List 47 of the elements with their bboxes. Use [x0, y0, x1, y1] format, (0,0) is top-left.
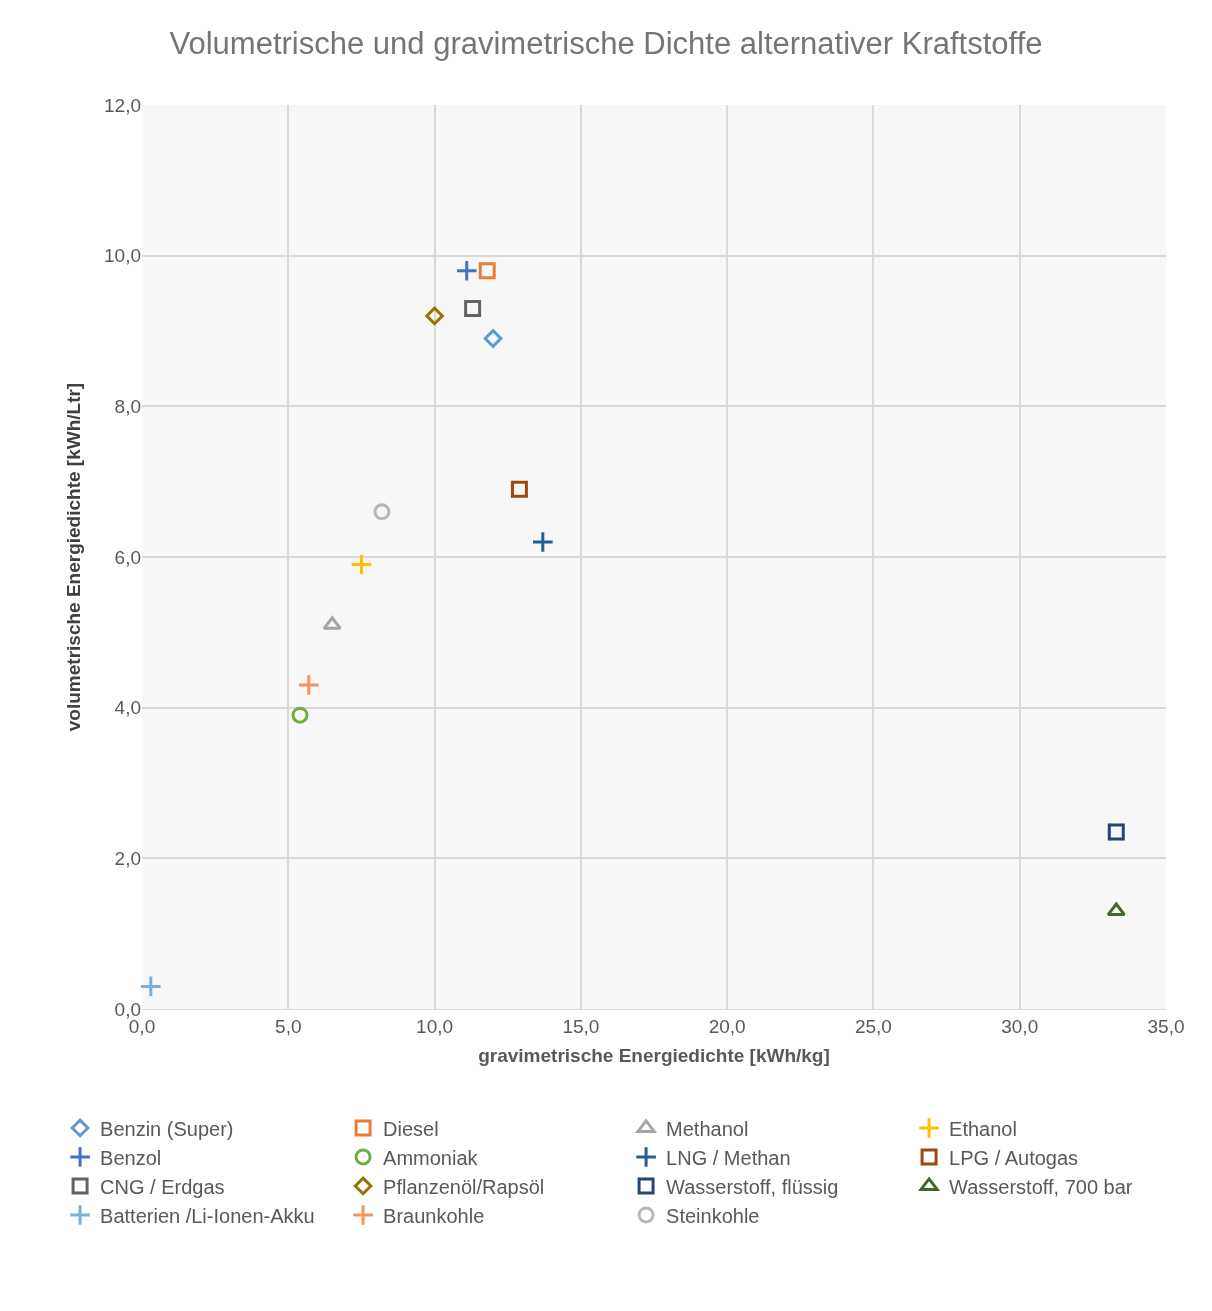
point	[350, 553, 373, 576]
point	[455, 259, 479, 283]
y-tick-label: 12,0	[104, 94, 141, 116]
point	[425, 306, 444, 326]
x-tick-label: 5,0	[275, 1015, 302, 1037]
chart-title: Volumetrische und gravimetrische Dichte alternativer Kraftstoffe	[169, 26, 1043, 62]
point	[478, 262, 496, 280]
legend-label: LPG / Autogas	[949, 1146, 1079, 1169]
x-tick-label: 25,0	[854, 1015, 892, 1037]
legend-label: Pflanzenöl/Rapsöl	[383, 1175, 545, 1198]
x-tick-label: 15,0	[562, 1015, 600, 1037]
legend-label: Steinkohle	[666, 1204, 760, 1227]
x-tick-label: 20,0	[708, 1015, 746, 1037]
legend-label: LNG / Methan	[666, 1146, 791, 1169]
point	[139, 975, 163, 998]
y-tick-label: 0,0	[114, 998, 141, 1020]
point	[1107, 823, 1125, 841]
legend-label: CNG / Erdgas	[100, 1175, 225, 1198]
legend-label: Wasserstoff, flüssig	[666, 1175, 839, 1198]
legend-label: Diesel	[383, 1117, 439, 1140]
legend-label: Methanol	[666, 1117, 749, 1140]
point	[510, 480, 528, 498]
y-axis-title: volumetrische Energiedichte [kWh/Ltr]	[62, 382, 84, 732]
legend-label: Ammoniak	[383, 1146, 479, 1169]
point	[322, 616, 342, 630]
point	[291, 706, 309, 724]
legend-label: Braunkohle	[383, 1204, 485, 1227]
x-tick-label: 10,0	[416, 1015, 454, 1037]
x-axis-title: gravimetrische Energiedichte [kWh/kg]	[478, 1044, 830, 1066]
point	[297, 673, 321, 697]
y-tick-label: 2,0	[114, 847, 141, 869]
point	[531, 530, 555, 554]
y-tick-label: 10,0	[104, 245, 141, 267]
point	[1106, 902, 1126, 917]
legend-label: Wasserstoff, 700 bar	[949, 1175, 1133, 1198]
legend-label: Ethanol	[949, 1117, 1017, 1140]
x-tick-label: 35,0	[1147, 1015, 1185, 1037]
point	[373, 503, 391, 521]
legend-label: Batterien /Li-Ionen-Akku	[100, 1204, 315, 1227]
x-tick-label: 30,0	[1001, 1015, 1039, 1037]
y-tick-label: 6,0	[114, 546, 141, 568]
legend-label: Benzin (Super)	[100, 1117, 234, 1140]
point	[464, 299, 482, 317]
y-tick-label: 8,0	[114, 395, 141, 417]
point	[483, 329, 503, 348]
legend-label: Benzol	[100, 1146, 162, 1169]
y-tick-label: 4,0	[114, 697, 141, 719]
